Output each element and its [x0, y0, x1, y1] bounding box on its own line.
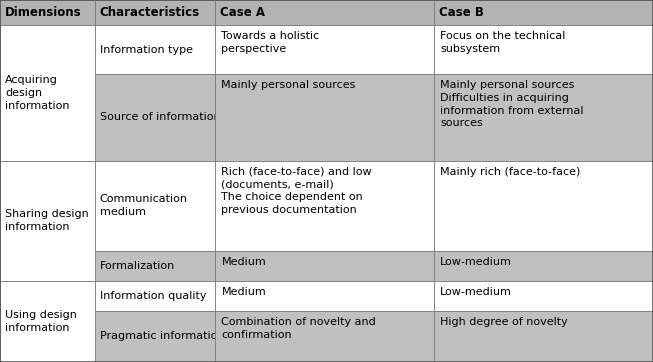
Bar [95, 25, 215, 74]
Bar [434, 281, 653, 311]
Text: Characteristics: Characteristics [100, 6, 200, 19]
Text: Using design
information: Using design information [5, 310, 77, 333]
Bar [434, 160, 653, 251]
Bar [434, 0, 653, 25]
Bar [0, 281, 95, 362]
Text: Combination of novelty and
confirmation: Combination of novelty and confirmation [221, 317, 376, 340]
Bar [215, 251, 434, 281]
Text: Mainly personal sources
Difficulties in acquiring
information from external
sour: Mainly personal sources Difficulties in … [440, 80, 584, 129]
Text: Medium: Medium [221, 287, 266, 297]
Bar [434, 25, 653, 74]
Bar [215, 0, 434, 25]
Bar [0, 160, 95, 281]
Text: Rich (face-to-face) and low
(documents, e-mail)
The choice dependent on
previous: Rich (face-to-face) and low (documents, … [221, 167, 372, 215]
Bar [95, 160, 215, 251]
Text: Acquiring
design
information: Acquiring design information [5, 75, 69, 111]
Text: Formalization: Formalization [100, 261, 175, 271]
Bar [215, 74, 434, 160]
Bar [215, 25, 434, 74]
Text: Information quality: Information quality [100, 291, 206, 301]
Bar [95, 311, 215, 362]
Text: High degree of novelty: High degree of novelty [440, 317, 568, 327]
Text: Pragmatic information: Pragmatic information [100, 332, 224, 341]
Text: Low-medium: Low-medium [440, 257, 512, 267]
Text: Case A: Case A [221, 6, 266, 19]
Bar [95, 0, 215, 25]
Bar [434, 311, 653, 362]
Bar [95, 281, 215, 311]
Text: Mainly personal sources: Mainly personal sources [221, 80, 356, 90]
Text: Communication
medium: Communication medium [100, 194, 187, 217]
Bar [215, 281, 434, 311]
Text: Towards a holistic
perspective: Towards a holistic perspective [221, 31, 320, 54]
Text: Low-medium: Low-medium [440, 287, 512, 297]
Text: Case B: Case B [439, 6, 484, 19]
Text: Source of information: Source of information [100, 112, 220, 122]
Bar [434, 74, 653, 160]
Text: Dimensions: Dimensions [5, 6, 82, 19]
Bar [0, 25, 95, 160]
Bar [95, 251, 215, 281]
Text: Focus on the technical
subsystem: Focus on the technical subsystem [440, 31, 565, 54]
Text: Medium: Medium [221, 257, 266, 267]
Bar [215, 311, 434, 362]
Text: Information type: Information type [100, 45, 193, 55]
Text: Mainly rich (face-to-face): Mainly rich (face-to-face) [440, 167, 581, 177]
Bar [0, 0, 95, 25]
Bar [215, 160, 434, 251]
Bar [434, 251, 653, 281]
Bar [95, 74, 215, 160]
Text: Sharing design
information: Sharing design information [5, 209, 89, 232]
